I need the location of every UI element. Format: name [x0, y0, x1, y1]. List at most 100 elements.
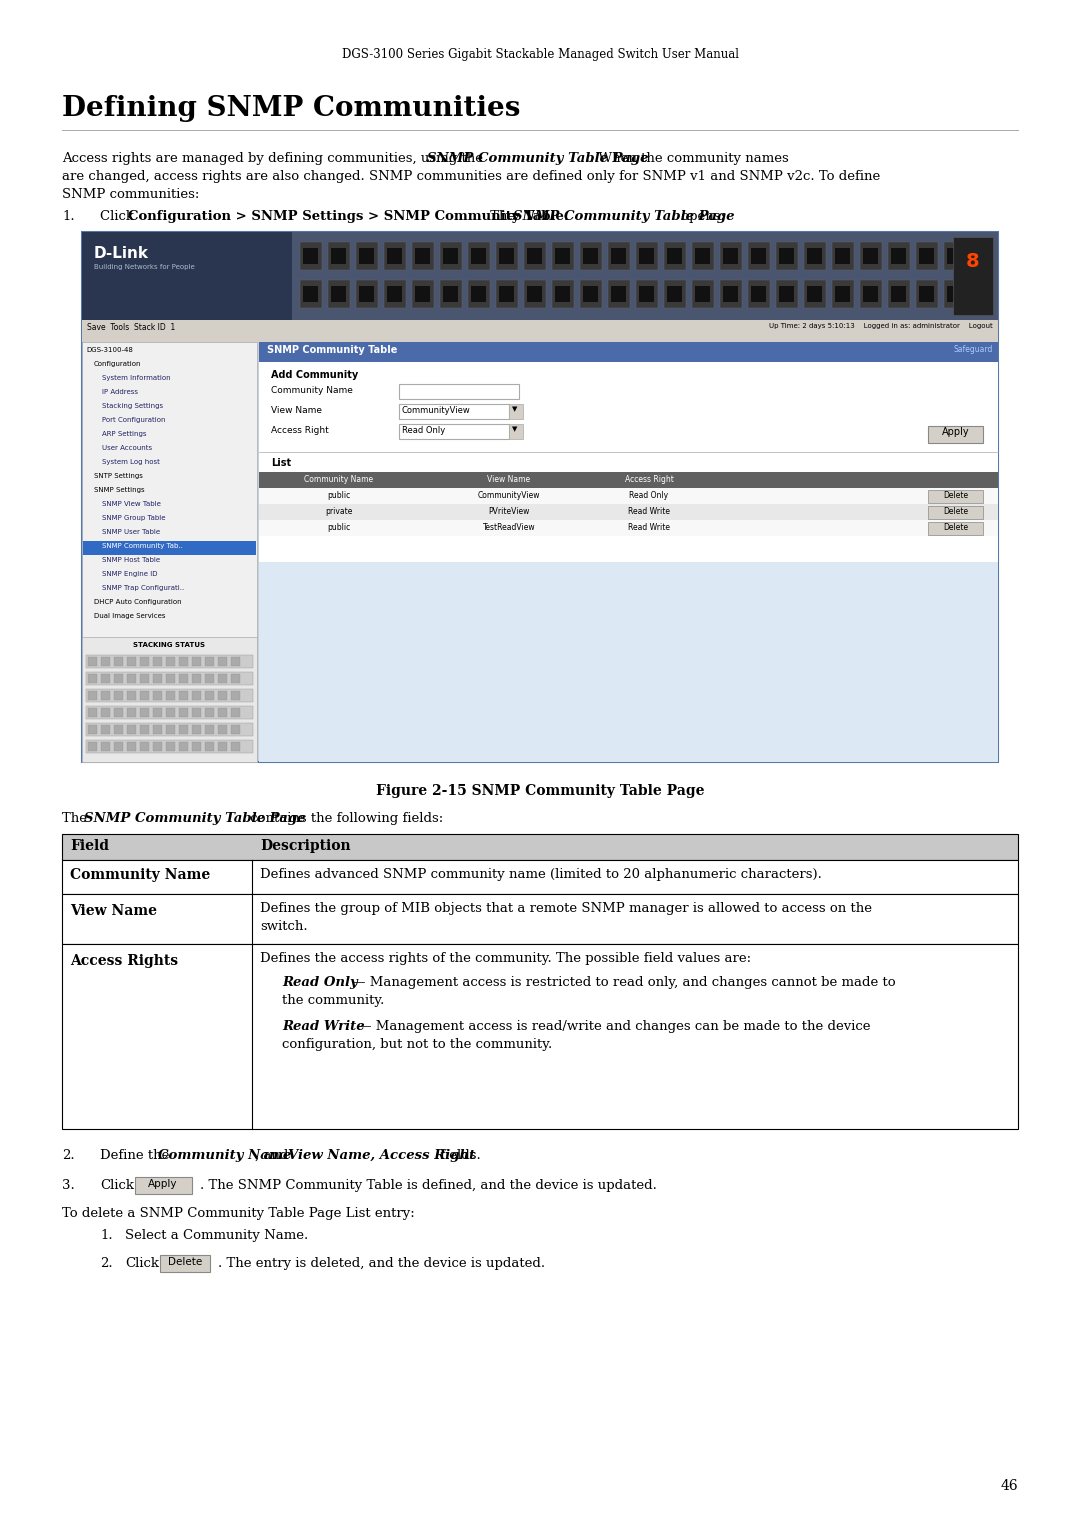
Text: public: public: [327, 492, 351, 499]
Text: Access rights are managed by defining communities, using the: Access rights are managed by defining co…: [62, 153, 487, 165]
Text: Select a Community Name.: Select a Community Name.: [125, 1229, 308, 1241]
Bar: [179, 673, 188, 683]
Text: Access Right: Access Right: [271, 426, 328, 435]
Text: Figure 2-15 SNMP Community Table Page: Figure 2-15 SNMP Community Table Page: [376, 783, 704, 799]
Bar: [303, 286, 318, 302]
Bar: [953, 237, 993, 315]
Text: 8: 8: [967, 252, 980, 270]
Bar: [415, 247, 430, 264]
Text: CommunityView: CommunityView: [477, 492, 540, 499]
Bar: [748, 241, 770, 270]
Bar: [636, 241, 658, 270]
Text: SNMP Community Table: SNMP Community Table: [267, 345, 397, 354]
Bar: [153, 742, 162, 751]
Text: View Name: View Name: [271, 406, 322, 415]
Bar: [114, 725, 123, 734]
Bar: [179, 725, 188, 734]
Bar: [692, 279, 714, 308]
Bar: [552, 241, 573, 270]
Text: Read Write: Read Write: [627, 507, 670, 516]
Bar: [179, 657, 188, 666]
Text: SNMP Engine ID: SNMP Engine ID: [102, 571, 158, 577]
Bar: [160, 1255, 210, 1272]
Text: SNMP View Table: SNMP View Table: [102, 501, 161, 507]
Bar: [411, 279, 434, 308]
Bar: [140, 742, 149, 751]
Bar: [259, 489, 998, 504]
Bar: [166, 742, 175, 751]
Bar: [87, 657, 97, 666]
Text: Configuration: Configuration: [94, 360, 141, 366]
Text: fields.: fields.: [436, 1148, 481, 1162]
Text: DGS-3100-48: DGS-3100-48: [86, 347, 133, 353]
Bar: [524, 241, 546, 270]
Bar: [399, 425, 509, 438]
Bar: [259, 504, 998, 521]
Bar: [179, 692, 188, 699]
Bar: [259, 521, 998, 536]
Bar: [720, 279, 742, 308]
Bar: [62, 834, 1018, 860]
Bar: [153, 725, 162, 734]
Bar: [153, 709, 162, 718]
Bar: [192, 673, 201, 683]
Bar: [384, 241, 406, 270]
Text: . The SNMP Community Table is defined, and the device is updated.: . The SNMP Community Table is defined, a…: [200, 1179, 657, 1193]
Bar: [583, 286, 598, 302]
Text: switch.: switch.: [260, 919, 308, 933]
Bar: [300, 279, 322, 308]
Bar: [944, 279, 966, 308]
Text: public: public: [327, 524, 351, 531]
Bar: [218, 725, 227, 734]
Text: Community Name: Community Name: [305, 475, 374, 484]
Text: ▼: ▼: [512, 426, 517, 432]
Bar: [524, 279, 546, 308]
Bar: [751, 247, 766, 264]
Bar: [636, 279, 658, 308]
Bar: [723, 286, 738, 302]
Text: SNMP User Table: SNMP User Table: [102, 528, 160, 534]
Bar: [555, 247, 570, 264]
Bar: [259, 342, 998, 762]
Bar: [891, 286, 906, 302]
Text: STACKING STATUS: STACKING STATUS: [133, 641, 205, 647]
Bar: [259, 472, 998, 489]
Text: — Management access is restricted to read only, and changes cannot be made to: — Management access is restricted to rea…: [348, 976, 895, 989]
Bar: [468, 241, 490, 270]
Bar: [86, 722, 253, 736]
Bar: [328, 279, 350, 308]
Text: SNMP Community Table Page: SNMP Community Table Page: [513, 211, 734, 223]
Bar: [140, 692, 149, 699]
Text: Delete: Delete: [944, 524, 969, 531]
Bar: [387, 247, 402, 264]
Text: SNMP Trap Configurati..: SNMP Trap Configurati..: [102, 585, 185, 591]
Bar: [804, 241, 826, 270]
Bar: [779, 286, 794, 302]
Bar: [835, 286, 850, 302]
Text: SNMP Group Table: SNMP Group Table: [102, 515, 165, 521]
Bar: [114, 709, 123, 718]
Text: Read Write: Read Write: [627, 524, 670, 531]
Bar: [87, 692, 97, 699]
Bar: [259, 362, 998, 562]
Bar: [696, 286, 710, 302]
Text: Click: Click: [100, 211, 138, 223]
Bar: [499, 247, 514, 264]
Bar: [192, 657, 201, 666]
Bar: [667, 247, 681, 264]
Text: — Management access is read/write and changes can be made to the device: — Management access is read/write and ch…: [354, 1020, 870, 1032]
Text: Read Only: Read Only: [282, 976, 357, 989]
Bar: [527, 247, 542, 264]
Text: Defines the group of MIB objects that a remote SNMP manager is allowed to access: Defines the group of MIB objects that a …: [260, 902, 872, 915]
Bar: [87, 673, 97, 683]
Bar: [639, 247, 654, 264]
Bar: [509, 425, 523, 438]
Bar: [102, 692, 110, 699]
Bar: [330, 247, 346, 264]
Bar: [218, 709, 227, 718]
Bar: [166, 657, 175, 666]
Text: The: The: [62, 812, 91, 825]
Text: 3.: 3.: [62, 1179, 75, 1193]
Bar: [552, 279, 573, 308]
Bar: [723, 247, 738, 264]
